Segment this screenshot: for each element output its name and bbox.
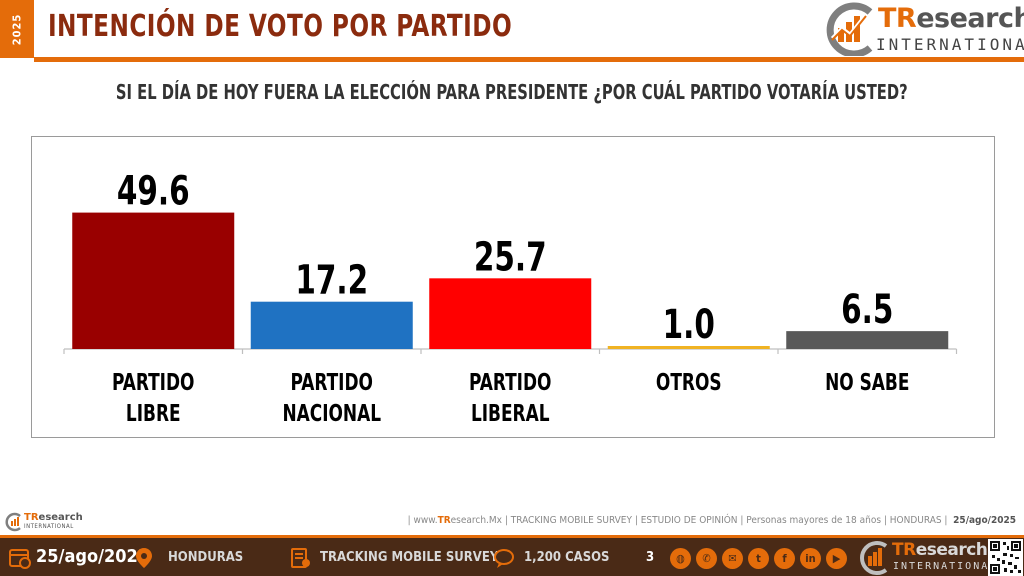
category-label-4-line-1: OTROS [656,368,722,395]
chat-bubble-icon [494,549,514,568]
category-label-5-line-1: NO SABE [825,368,909,395]
footer-cases: 1,200 CASOS [524,550,610,565]
category-label-2-line-1: PARTIDO [291,368,373,395]
bar-2 [250,301,413,349]
data-label-5: 6.5 [841,286,893,333]
bar-5 [786,331,949,349]
bar-4 [607,346,770,349]
page-number: 3 [646,550,655,565]
footer-bar: 25/ago/2025 HONDURAS TRACKING MOBILE SUR… [0,535,1024,576]
email-icon[interactable]: ✉ [722,548,743,569]
footer-small-logo: TResearch INTERNATIONAL [4,512,83,532]
data-label-2: 17.2 [295,257,368,304]
logo-international: INTERNATIONAL [876,35,1024,54]
category-label-1-line-1: PARTIDO [112,368,194,395]
tresearch-logo: TResearch INTERNATIONAL [818,2,1024,56]
category-label-3-line-1: PARTIDO [469,368,551,395]
logo-mark-icon [826,2,873,56]
bar-3 [429,278,592,349]
small-logo-mark-icon [5,512,21,532]
footer-country: HONDURAS [168,550,244,565]
facebook-icon[interactable]: f [774,548,795,569]
data-label-1: 49.6 [117,167,190,214]
chart-frame: 49.6 PARTIDO LIBRE 17.2 PARTIDO NACIONAL 25.7 P… [31,136,995,438]
logo-wordmark: TResearch [878,3,1024,34]
footer-logo: TResearch INTERNATIONAL [856,539,995,576]
bar-1 [72,212,235,349]
footer-credit: | www.TResearch.Mx | TRACKING MOBILE SUR… [407,515,1016,526]
calendar-icon [9,549,31,569]
data-label-3: 25.7 [474,233,547,280]
youtube-icon[interactable]: ▶ [826,548,847,569]
year-tab: 2025 [0,0,34,58]
footer-date: 25/ago/2025 [36,546,150,567]
category-label-2-line-2: NACIONAL [282,399,381,426]
qr-code-icon [988,539,1023,576]
data-label-4: 1.0 [663,301,715,348]
footer-logo-mark-icon [860,541,888,575]
page-title: INTENCIÓN DE VOTO POR PARTIDO [48,9,513,44]
twitter-icon[interactable]: t [748,548,769,569]
globe-icon[interactable]: ◍ [670,548,691,569]
footer-survey: TRACKING MOBILE SURVEY [320,550,499,565]
header-divider [34,57,1024,62]
survey-icon [291,548,310,568]
category-label-1-line-2: LIBRE [126,399,181,426]
year-label: 2025 [10,13,24,45]
bar-chart: 49.6 PARTIDO LIBRE 17.2 PARTIDO NACIONAL 25.7 P… [63,167,958,426]
whatsapp-icon[interactable]: ✆ [696,548,717,569]
survey-question: SI EL DÍA DE HOY FUERA LA ELECCIÓN PARA … [116,80,908,104]
category-label-3-line-2: LIBERAL [471,399,550,426]
location-pin-icon [136,548,152,568]
linkedin-icon[interactable]: in [800,548,821,569]
